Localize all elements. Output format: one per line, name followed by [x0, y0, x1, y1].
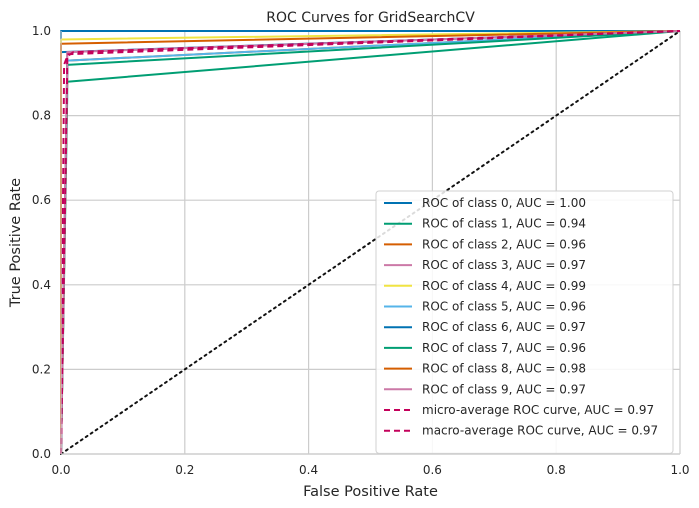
chance-diagonal-line [60, 30, 681, 455]
x-tick-label: 0.8 [547, 463, 566, 477]
legend-label: ROC of class 1, AUC = 0.94 [422, 217, 586, 231]
x-tick-label: 0.6 [423, 463, 442, 477]
roc-series-10-line [60, 30, 681, 455]
chart-title: ROC Curves for GridSearchCV [266, 10, 475, 26]
x-tick-label: 0.4 [299, 463, 318, 477]
legend-label: ROC of class 3, AUC = 0.97 [422, 258, 586, 272]
legend-label: ROC of class 2, AUC = 0.96 [422, 237, 586, 251]
y-tick-label: 0.0 [32, 447, 51, 461]
y-tick-label: 0.6 [32, 193, 51, 207]
legend-label: ROC of class 4, AUC = 0.99 [422, 279, 586, 293]
legend-label: macro-average ROC curve, AUC = 0.97 [422, 424, 658, 438]
legend-label: micro-average ROC curve, AUC = 0.97 [422, 403, 654, 417]
legend-box [375, 190, 674, 454]
x-tick-label: 1.0 [670, 463, 689, 477]
x-axis-title: False Positive Rate [303, 484, 438, 500]
y-tick-label: 1.0 [32, 24, 51, 38]
legend-label: ROC of class 7, AUC = 0.96 [422, 341, 586, 355]
y-tick-label: 0.8 [32, 109, 51, 123]
x-tick-label: 0.0 [51, 463, 70, 477]
legend: ROC of class 0, AUC = 1.00 ROC of class 1… [375, 190, 674, 454]
legend-label: ROC of class 8, AUC = 0.98 [422, 362, 586, 376]
legend-label: ROC of class 0, AUC = 1.00 [422, 196, 586, 210]
legend-label: ROC of class 5, AUC = 0.96 [422, 300, 586, 314]
y-axis-title: True Positive Rate [8, 178, 24, 308]
legend-label: ROC of class 9, AUC = 0.97 [422, 382, 586, 396]
y-tick-label: 0.4 [32, 278, 51, 292]
axes: 0.0 0.2 0.4 0.6 0.8 1.0 0.0 0.2 0.4 0.6 0.8 1.0 [32, 24, 690, 477]
x-tick-label: 0.2 [175, 463, 194, 477]
legend-label: ROC of class 6, AUC = 0.97 [422, 320, 586, 334]
y-tick-label: 0.2 [32, 362, 51, 376]
